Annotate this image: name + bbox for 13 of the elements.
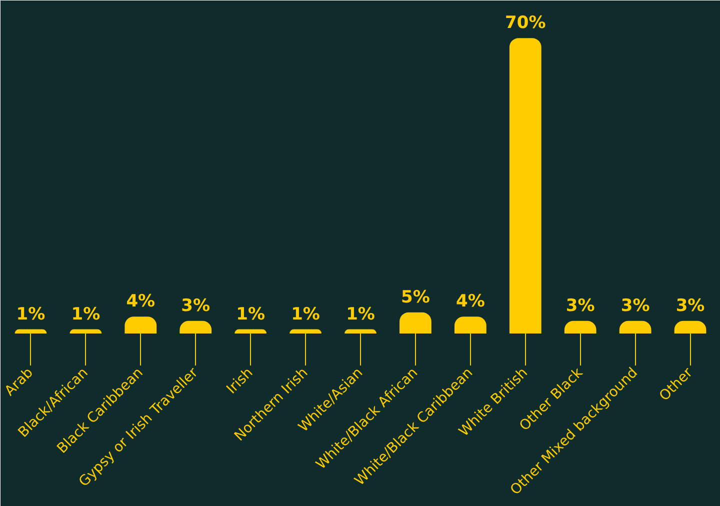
data-label: 4%	[456, 292, 485, 312]
data-label: 4%	[126, 292, 156, 312]
data-label: 3%	[676, 296, 705, 316]
data-label: 1%	[291, 304, 320, 324]
data-label: 70%	[505, 13, 546, 34]
data-label: 1%	[16, 304, 46, 324]
data-label: 1%	[236, 304, 266, 324]
data-label: 3%	[181, 296, 210, 316]
data-label: 1%	[71, 304, 100, 324]
data-label: 5%	[401, 287, 430, 308]
data-label: 3%	[566, 296, 595, 316]
data-label: 3%	[620, 296, 650, 316]
data-label: 1%	[346, 304, 375, 324]
